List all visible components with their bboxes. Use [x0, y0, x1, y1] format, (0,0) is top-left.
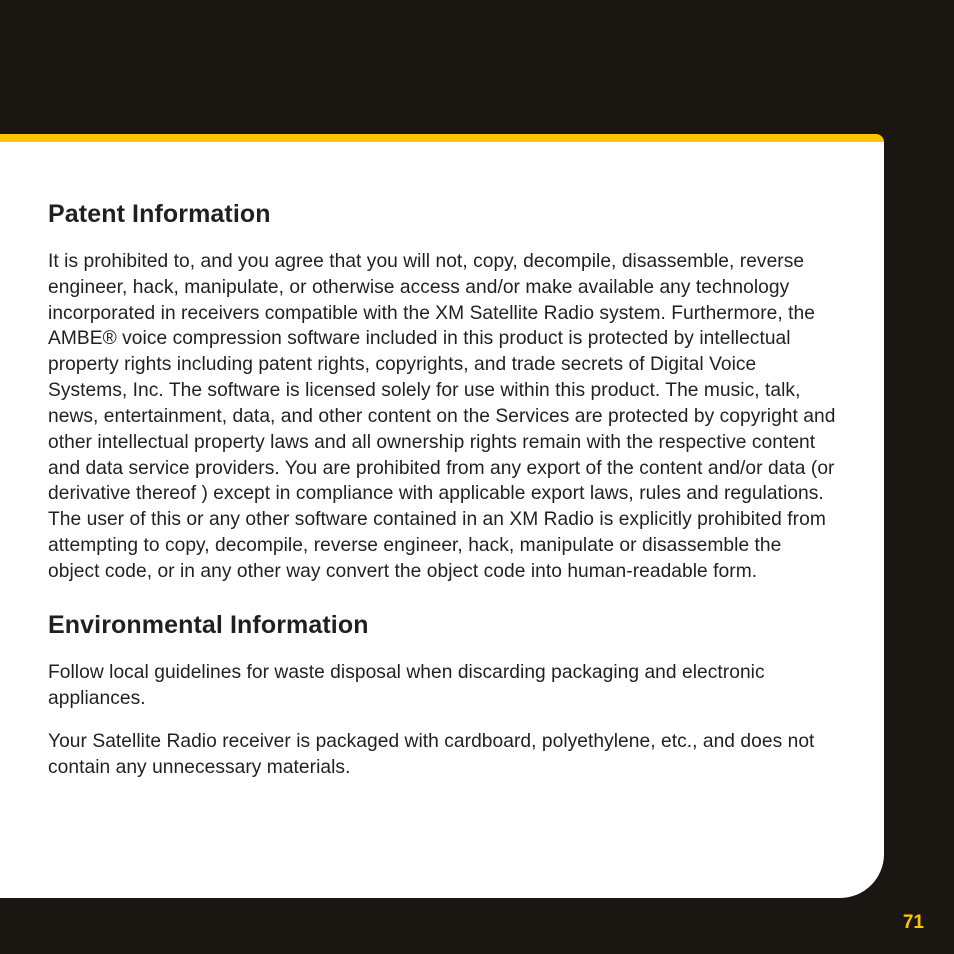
- accent-strip: [0, 134, 884, 142]
- page-number: 71: [903, 912, 924, 934]
- body-environmental-para1: Follow local guidelines for waste dispos…: [48, 660, 836, 712]
- body-patent-info: It is prohibited to, and you agree that …: [48, 249, 836, 585]
- heading-environmental-info: Environmental Information: [48, 611, 836, 640]
- heading-patent-info: Patent Information: [48, 200, 836, 229]
- document-page: Patent Information It is prohibited to, …: [0, 142, 884, 898]
- body-environmental-para2: Your Satellite Radio receiver is package…: [48, 729, 836, 781]
